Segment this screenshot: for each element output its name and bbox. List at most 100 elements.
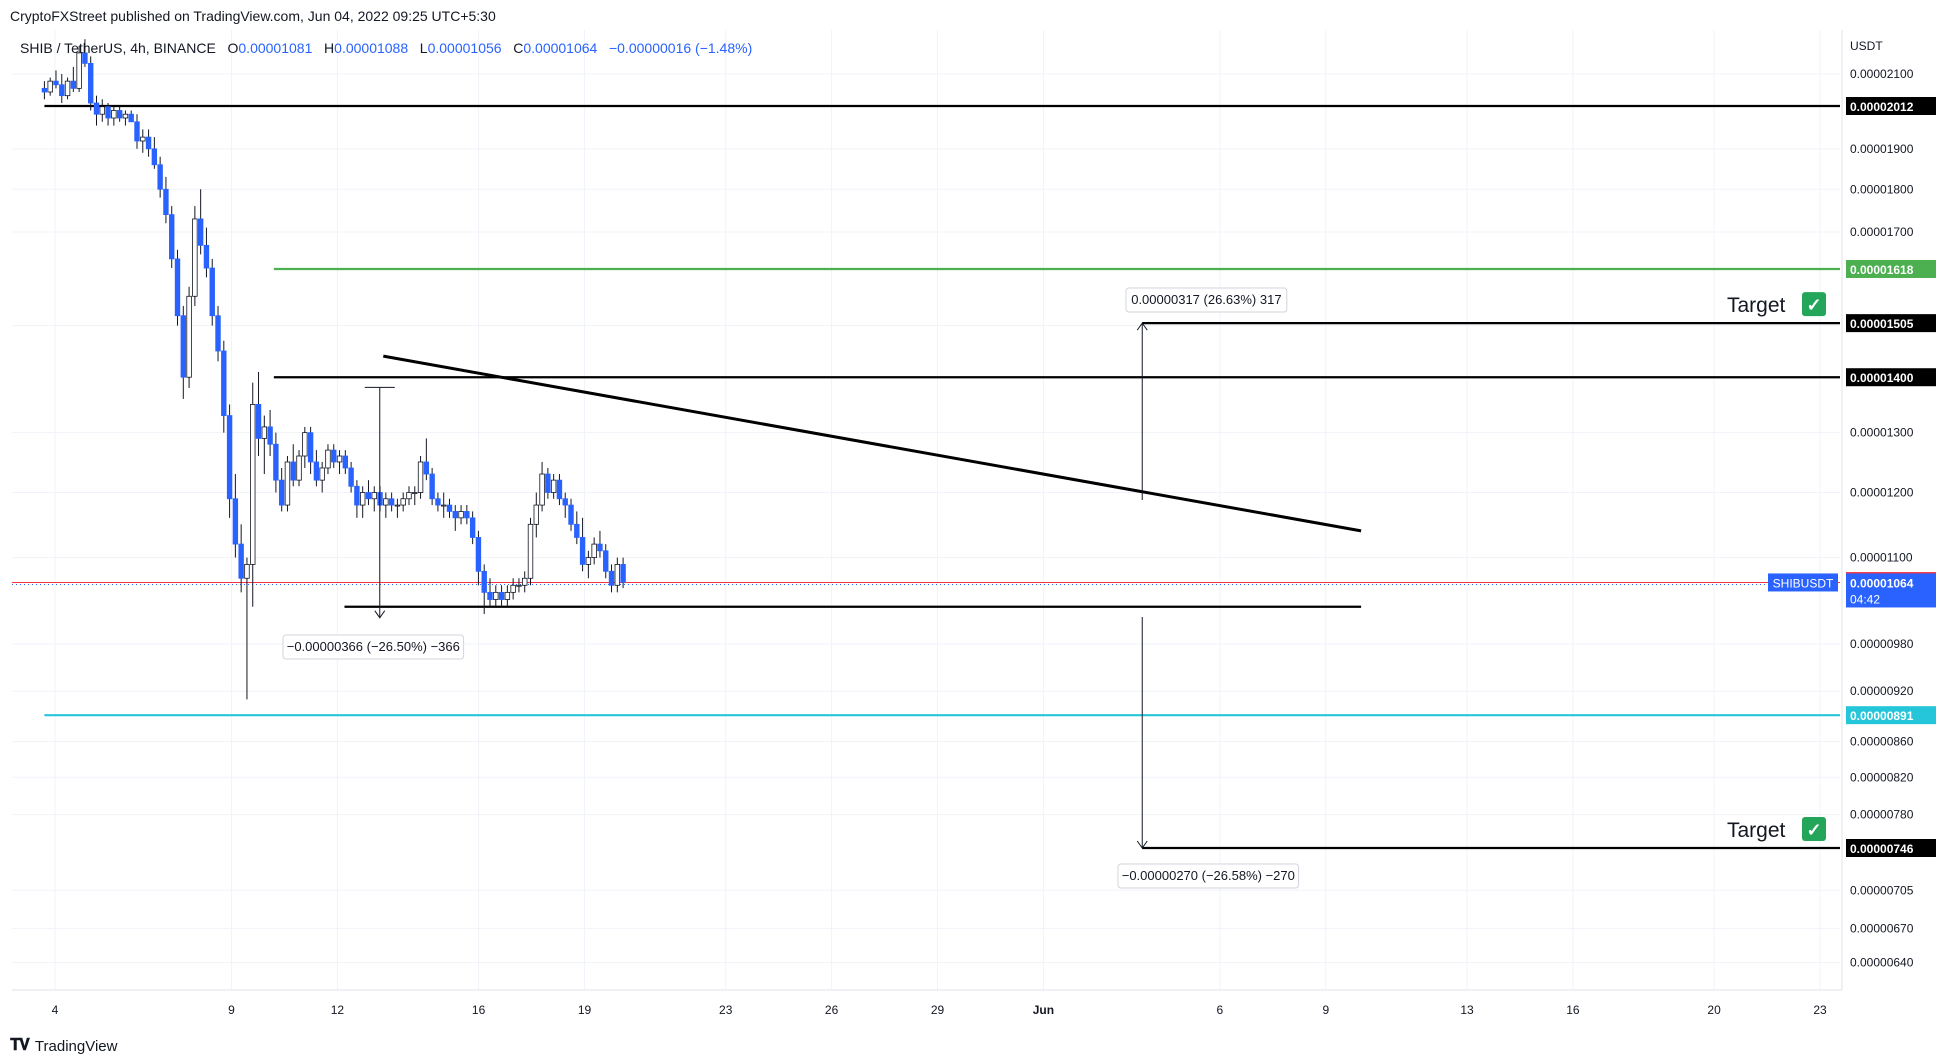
price-tick[interactable]: 0.00001800	[1850, 182, 1914, 196]
candle-body	[232, 498, 239, 545]
candle-body	[608, 570, 615, 586]
price-tick[interactable]: 0.00000705	[1850, 883, 1914, 897]
price-tick[interactable]: 0.00002100	[1850, 67, 1914, 81]
candle-body	[475, 537, 482, 572]
trendline[interactable]	[383, 354, 1362, 533]
price-tick[interactable]: 0.00001200	[1850, 486, 1914, 500]
candle-body	[145, 136, 152, 150]
price-tick[interactable]: 0.00000980	[1850, 637, 1914, 651]
price-tick[interactable]: 0.00000920	[1850, 684, 1914, 698]
candle-body	[82, 52, 88, 64]
time-tick[interactable]: 23	[1813, 1003, 1827, 1017]
candle-body	[533, 504, 539, 525]
descending-trendline[interactable]	[383, 354, 1362, 533]
symbol-title[interactable]: SHIB / TetherUS, 4h, BINANCE	[20, 40, 216, 56]
candle-body	[238, 543, 244, 579]
time-tick[interactable]: 16	[472, 1003, 486, 1017]
measure-label-box	[1117, 863, 1300, 889]
checkmark-icon: ✓	[1806, 820, 1821, 840]
check-box-icon	[1802, 817, 1826, 841]
price-tick[interactable]: 0.00001700	[1850, 225, 1914, 239]
price-tick[interactable]: 0.00000640	[1850, 956, 1914, 970]
candle-body	[290, 461, 296, 481]
measurements[interactable]: −0.00000366 (−26.50%) −366 0.00000317 (26…	[282, 287, 1300, 889]
price-tick[interactable]: 0.00001100	[1850, 551, 1913, 565]
candle-body	[140, 136, 146, 142]
candle-body	[99, 106, 105, 115]
candle-body	[614, 564, 621, 586]
time-tick[interactable]: 20	[1707, 1003, 1721, 1017]
measure-label: 0.00000317 (26.63%) 317	[1131, 292, 1281, 307]
measure-arrow-icon	[374, 610, 386, 619]
candle-body	[273, 443, 279, 481]
time-tick[interactable]: 23	[719, 1003, 733, 1017]
axes[interactable]: USDT 0.00002100 0.00001900 0.00001800 0.0000…	[12, 30, 1936, 1017]
countdown-label: 04:42	[1850, 592, 1880, 606]
candle-body	[591, 543, 597, 558]
horizontal-levels[interactable]	[12, 104, 1840, 850]
price-tick[interactable]: 0.00000670	[1850, 921, 1914, 935]
candle-body	[105, 106, 111, 119]
candle-body	[278, 479, 285, 506]
candle-body	[446, 504, 453, 512]
time-tick[interactable]: 4	[52, 1003, 59, 1017]
candle-body	[406, 492, 412, 500]
candle-body	[365, 492, 372, 500]
candle-body	[226, 415, 233, 500]
candle-body	[47, 80, 53, 93]
checkmark-icon: ✓	[1806, 295, 1821, 315]
time-tick[interactable]: 19	[578, 1003, 592, 1017]
time-tick[interactable]: 6	[1217, 1003, 1224, 1017]
candle-body	[244, 564, 250, 579]
candle-body	[296, 455, 302, 481]
time-tick[interactable]: Jun	[1033, 1003, 1054, 1017]
candle-body	[163, 188, 169, 216]
price-tick[interactable]: 0.00000820	[1850, 770, 1914, 784]
price-tick[interactable]: 0.00000860	[1850, 735, 1914, 749]
candle-body	[302, 432, 308, 457]
check-box-icon	[1802, 292, 1826, 317]
time-tick[interactable]: 9	[228, 1003, 235, 1017]
low-value: 0.00001056	[427, 40, 502, 56]
price-tick[interactable]: 0.00001300	[1850, 426, 1914, 440]
candle-body	[417, 461, 424, 493]
price-label: 0.00001618	[1850, 263, 1914, 277]
candle-body	[134, 121, 140, 142]
candle-body	[41, 87, 48, 93]
candle-body	[255, 404, 262, 439]
time-tick[interactable]: 26	[825, 1003, 839, 1017]
price-tick[interactable]: 0.00000780	[1850, 808, 1914, 822]
candle-body	[157, 164, 163, 190]
candle-body	[539, 473, 545, 506]
candle-body	[307, 432, 314, 463]
candle-body	[545, 473, 551, 493]
candle-body	[215, 315, 221, 352]
candle-body	[180, 315, 186, 378]
candle-body	[452, 511, 458, 519]
tradingview-logo[interactable]: 𝐓𝐕 TradingView	[10, 1037, 117, 1055]
symbol-tag-badge	[1768, 573, 1838, 592]
price-tick[interactable]: 0.00001900	[1850, 142, 1914, 156]
time-tick[interactable]: 16	[1566, 1003, 1580, 1017]
price-axis-unit: USDT	[1850, 39, 1883, 53]
candle-body	[383, 498, 389, 506]
time-tick[interactable]: 13	[1460, 1003, 1474, 1017]
candle-body	[197, 218, 204, 246]
candle-body	[174, 258, 181, 317]
candles	[41, 39, 626, 700]
candle-body	[313, 461, 320, 481]
low-label: L	[419, 40, 428, 56]
candle-body	[371, 492, 377, 500]
symbol-tag: SHIBUSDT	[1773, 576, 1834, 590]
candle-body	[203, 244, 210, 269]
price-label: 0.00001400	[1850, 371, 1914, 385]
time-tick[interactable]: 9	[1322, 1003, 1329, 1017]
time-tick[interactable]: 29	[931, 1003, 945, 1017]
candle-body	[550, 479, 557, 493]
candle-body	[603, 550, 609, 572]
price-label-badge	[1846, 259, 1936, 278]
candle-body	[261, 426, 268, 439]
time-tick[interactable]: 12	[331, 1003, 345, 1017]
candle-body	[481, 570, 487, 593]
